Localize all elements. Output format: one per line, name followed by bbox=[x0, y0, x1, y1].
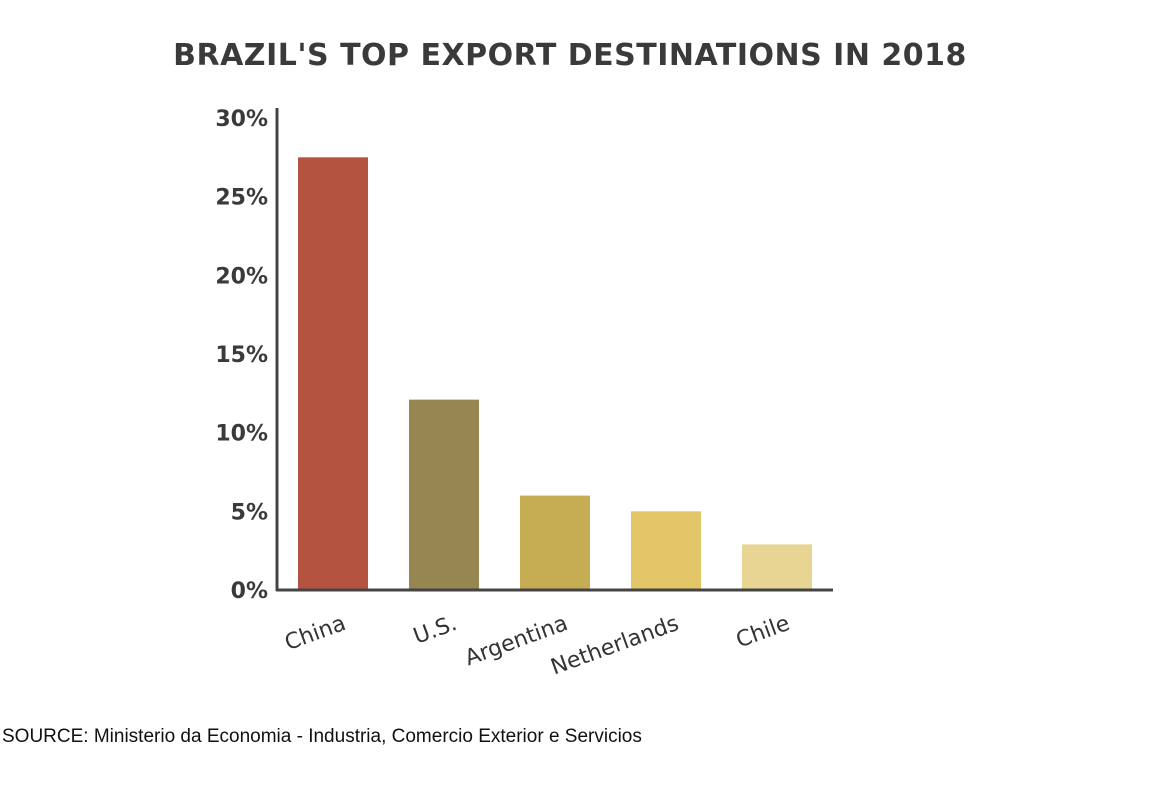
bar-netherlands bbox=[631, 511, 701, 590]
y-tick-label: 15% bbox=[215, 343, 268, 368]
y-tick-label: 20% bbox=[215, 264, 268, 289]
bar-chile bbox=[742, 544, 812, 590]
x-tick-label: U.S. bbox=[410, 611, 460, 650]
bar-china bbox=[298, 157, 368, 591]
x-tick-label: China bbox=[282, 611, 350, 656]
chart-title: BRAZIL'S TOP EXPORT DESTINATIONS IN 2018 bbox=[173, 38, 967, 73]
bar-us bbox=[409, 399, 479, 590]
y-tick-label: 25% bbox=[215, 186, 268, 211]
source-note: SOURCE: Ministerio da Economia - Industr… bbox=[2, 726, 642, 747]
x-tick-label: Chile bbox=[733, 611, 793, 653]
y-tick-label: 10% bbox=[215, 422, 268, 447]
y-tick-label: 0% bbox=[231, 579, 268, 604]
y-tick-label: 5% bbox=[231, 500, 268, 525]
bar-argentina bbox=[520, 495, 590, 590]
y-tick-label: 30% bbox=[215, 107, 268, 132]
x-tick-label: Netherlands bbox=[548, 611, 683, 680]
